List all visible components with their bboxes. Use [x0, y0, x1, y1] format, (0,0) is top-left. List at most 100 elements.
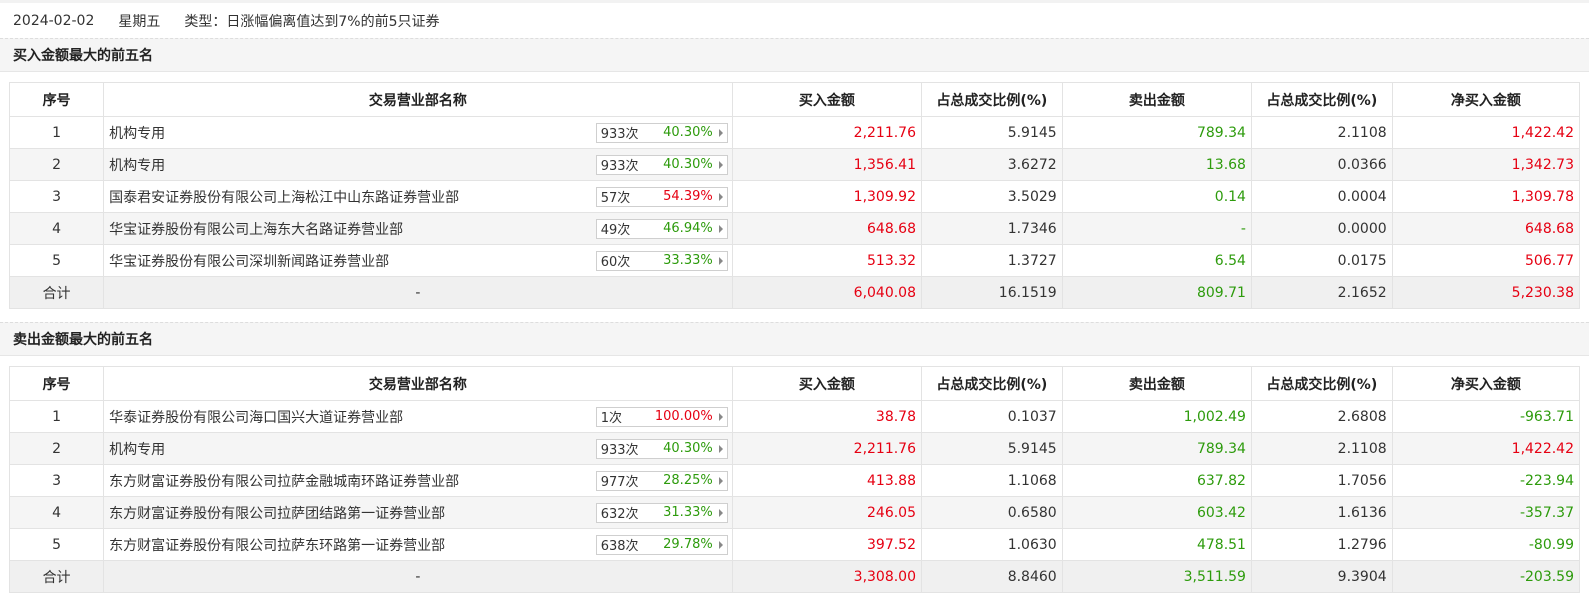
total-buy: 6,040.08 [731, 276, 923, 309]
column-header: 占总成交比例(%) [921, 366, 1063, 401]
table-row[interactable]: 1 机构专用 933次 40.30% 2,211.76 5.9145 789.34 2.110… [8, 116, 1581, 149]
net-amount: -223.94 [1391, 464, 1581, 497]
appearance-count: 632次 [600, 507, 639, 522]
buy-amount: 397.52 [731, 528, 923, 561]
table-row[interactable]: 3 国泰君安证券股份有限公司上海松江中山东路证券营业部 57次 54.39% 1,309… [8, 180, 1581, 213]
column-header: 序号 [8, 366, 105, 401]
column-header: 交易营业部名称 [103, 366, 733, 401]
net-amount: 506.77 [1391, 244, 1581, 277]
appearance-count: 1次 [600, 411, 622, 426]
row-index: 4 [8, 212, 105, 245]
branch-name[interactable]: 华宝证券股份有限公司上海东大名路证券营业部 [109, 221, 404, 238]
table-row[interactable]: 3 东方财富证券股份有限公司拉萨金融城南环路证券营业部 977次 28.25% 413.… [8, 464, 1581, 497]
total-name: - [103, 560, 733, 593]
branch-name-cell: 东方财富证券股份有限公司拉萨团结路第一证券营业部 632次 31.33% [103, 496, 733, 529]
sell-ratio: 1.2796 [1250, 528, 1393, 561]
buy-amount: 38.78 [731, 400, 923, 433]
branch-stats-tag[interactable]: 933次 40.30% [595, 122, 728, 143]
branch-name[interactable]: 华泰证券股份有限公司海口国兴大道证券营业部 [109, 409, 404, 426]
branch-name-cell: 东方财富证券股份有限公司拉萨东环路第一证券营业部 638次 29.78% [103, 528, 733, 561]
branch-stats-tag[interactable]: 1次 100.00% [595, 406, 728, 427]
buy-ratio: 1.0630 [921, 528, 1063, 561]
sell-amount: 603.42 [1061, 496, 1252, 529]
branch-stats-tag[interactable]: 57次 54.39% [595, 186, 728, 207]
buy-ratio: 3.5029 [921, 180, 1063, 213]
list-type: 类型：日涨幅偏离值达到7%的前5只证券 [184, 13, 440, 30]
row-index: 3 [8, 180, 105, 213]
buy-ratio: 1.3727 [921, 244, 1063, 277]
net-amount: 1,422.42 [1391, 432, 1581, 465]
sell-ratio: 0.0175 [1250, 244, 1393, 277]
buy-ratio: 0.6580 [921, 496, 1063, 529]
buy-ratio: 0.1037 [921, 400, 1063, 433]
sell-amount: 1,002.49 [1061, 400, 1252, 433]
net-amount: -80.99 [1391, 528, 1581, 561]
branch-stats-tag[interactable]: 977次 28.25% [595, 470, 728, 491]
branch-stats-tag[interactable]: 638次 29.78% [595, 534, 728, 555]
appearance-count: 977次 [600, 475, 639, 490]
branch-name[interactable]: 东方财富证券股份有限公司拉萨金融城南环路证券营业部 [109, 473, 460, 490]
branch-name[interactable]: 机构专用 [109, 441, 166, 458]
branch-stats-tag[interactable]: 60次 33.33% [595, 250, 728, 271]
branch-name[interactable]: 国泰君安证券股份有限公司上海松江中山东路证券营业部 [109, 189, 460, 206]
total-sell-ratio: 2.1652 [1250, 276, 1393, 309]
branch-name-cell: 东方财富证券股份有限公司拉萨金融城南环路证券营业部 977次 28.25% [103, 464, 733, 497]
branch-name[interactable]: 机构专用 [109, 157, 166, 174]
table-row[interactable]: 5 华宝证券股份有限公司深圳新闻路证券营业部 60次 33.33% 513.32 1.37… [8, 244, 1581, 277]
branch-stats-tag[interactable]: 632次 31.33% [595, 502, 728, 523]
buy-amount: 1,356.41 [731, 148, 923, 181]
sell-amount: 6.54 [1061, 244, 1252, 277]
appearance-count: 638次 [600, 539, 639, 554]
total-sell: 3,511.59 [1061, 560, 1252, 593]
buy-amount: 648.68 [731, 212, 923, 245]
caret-right-icon [718, 128, 723, 137]
buy-amount: 413.88 [731, 464, 923, 497]
table-row[interactable]: 4 东方财富证券股份有限公司拉萨团结路第一证券营业部 632次 31.33% 246.0… [8, 496, 1581, 529]
sell-ratio: 2.1108 [1250, 116, 1393, 149]
sell-ratio: 2.1108 [1250, 432, 1393, 465]
win-rate: 29.78% [663, 537, 713, 552]
total-buy-ratio: 16.1519 [921, 276, 1063, 309]
table-row[interactable]: 5 东方财富证券股份有限公司拉萨东环路第一证券营业部 638次 29.78% 397.5… [8, 528, 1581, 561]
sell-amount: 478.51 [1061, 528, 1252, 561]
branch-name[interactable]: 东方财富证券股份有限公司拉萨团结路第一证券营业部 [109, 505, 446, 522]
total-net: -203.59 [1391, 560, 1581, 593]
total-label: 合计 [8, 276, 105, 309]
caret-right-icon [718, 508, 723, 517]
table-row[interactable]: 2 机构专用 933次 40.30% 1,356.41 3.6272 13.68 0.0366… [8, 148, 1581, 181]
weekday: 星期五 [118, 13, 161, 30]
table-row[interactable]: 4 华宝证券股份有限公司上海东大名路证券营业部 49次 46.94% 648.68 1.7… [8, 212, 1581, 245]
win-rate: 40.30% [663, 157, 713, 172]
buy-ratio: 3.6272 [921, 148, 1063, 181]
win-rate: 28.25% [663, 473, 713, 488]
branch-name-cell: 华泰证券股份有限公司海口国兴大道证券营业部 1次 100.00% [103, 400, 733, 433]
table-row[interactable]: 1 华泰证券股份有限公司海口国兴大道证券营业部 1次 100.00% 38.78 0.10… [8, 400, 1581, 433]
caret-right-icon [718, 412, 723, 421]
sell-table-wrap: 序号 交易营业部名称 买入金额 占总成交比例(%) 卖出金额 占总成交比例(%) 净买入金额… [0, 356, 1589, 593]
column-header: 买入金额 [731, 82, 923, 117]
branch-stats-tag[interactable]: 933次 40.30% [595, 154, 728, 175]
branch-stats-tag[interactable]: 933次 40.30% [595, 438, 728, 459]
column-header: 卖出金额 [1061, 82, 1252, 117]
table-row[interactable]: 2 机构专用 933次 40.30% 2,211.76 5.9145 789.34 2.110… [8, 432, 1581, 465]
win-rate: 46.94% [663, 221, 713, 236]
row-index: 5 [8, 528, 105, 561]
sell-amount: 789.34 [1061, 432, 1252, 465]
appearance-count: 60次 [600, 255, 631, 270]
buy-ratio: 1.1068 [921, 464, 1063, 497]
win-rate: 54.39% [663, 189, 713, 204]
branch-name[interactable]: 机构专用 [109, 125, 166, 142]
sell-ratio: 0.0004 [1250, 180, 1393, 213]
column-header: 买入金额 [731, 366, 923, 401]
branch-stats-tag[interactable]: 49次 46.94% [595, 218, 728, 239]
total-name: - [103, 276, 733, 309]
row-index: 1 [8, 116, 105, 149]
branch-name[interactable]: 东方财富证券股份有限公司拉萨东环路第一证券营业部 [109, 537, 446, 554]
branch-name[interactable]: 华宝证券股份有限公司深圳新闻路证券营业部 [109, 253, 390, 270]
net-amount: 1,342.73 [1391, 148, 1581, 181]
sell-amount: 0.14 [1061, 180, 1252, 213]
column-header: 交易营业部名称 [103, 82, 733, 117]
column-header: 净买入金额 [1391, 82, 1581, 117]
branch-name-cell: 机构专用 933次 40.30% [103, 148, 733, 181]
win-rate: 100.00% [654, 409, 713, 424]
